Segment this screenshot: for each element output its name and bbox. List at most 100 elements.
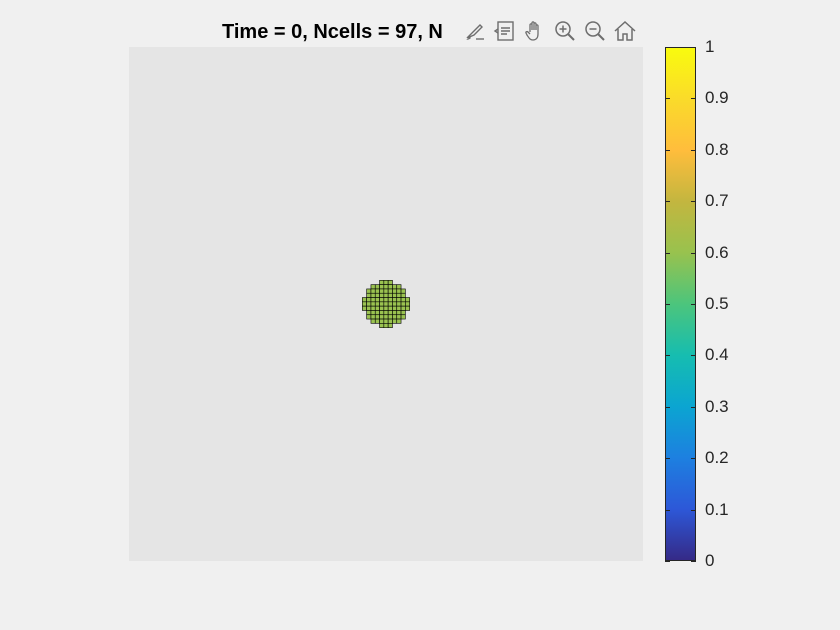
data-tips-icon — [493, 21, 514, 41]
cell — [387, 280, 393, 285]
zoom-in-icon — [555, 21, 575, 41]
cell — [396, 318, 402, 324]
cell — [396, 284, 402, 290]
cell — [370, 288, 376, 294]
cell — [383, 292, 389, 298]
cell — [383, 310, 389, 316]
colorbar-tick: 0.5 — [665, 294, 785, 314]
colorbar-tick-mark — [691, 509, 696, 511]
cell — [392, 301, 398, 307]
cell — [387, 301, 393, 307]
cell — [396, 292, 402, 298]
plot-axes[interactable] — [129, 47, 643, 561]
colorbar-tick-mark — [691, 561, 696, 562]
cell — [383, 284, 389, 290]
colorbar-tick: 0.8 — [665, 140, 785, 160]
cell — [400, 310, 406, 316]
cell — [383, 288, 389, 294]
colorbar-tick-label: 0.1 — [705, 499, 729, 519]
cell — [366, 292, 372, 298]
cell — [387, 305, 393, 311]
colorbar-tick-label: 0 — [705, 551, 715, 570]
colorbar-tick-mark — [691, 304, 696, 305]
colorbar-tick-mark — [691, 252, 696, 254]
cell — [400, 301, 406, 307]
colorbar-tick-label: 0.4 — [705, 345, 729, 365]
cell — [383, 305, 389, 311]
cell — [387, 318, 393, 324]
home-icon — [614, 20, 636, 41]
cell — [387, 310, 393, 316]
cell — [387, 292, 393, 298]
cell — [400, 314, 406, 320]
colorbar-tick-label: 0.6 — [705, 242, 729, 262]
cell — [374, 310, 380, 316]
cell — [379, 310, 385, 316]
colorbar-tick: 0 — [665, 551, 785, 571]
cell — [379, 301, 385, 307]
cell — [374, 301, 380, 307]
cell — [370, 305, 376, 311]
colorbar[interactable] — [665, 47, 696, 561]
pan-hand-icon — [525, 21, 539, 41]
data-tips-button[interactable] — [492, 18, 518, 44]
zoom-out-icon — [585, 21, 605, 41]
cell — [396, 305, 402, 311]
brush-icon — [466, 24, 484, 40]
cell — [387, 314, 393, 320]
colorbar-tick-label: 0.8 — [705, 139, 729, 159]
cell — [392, 310, 398, 316]
cell — [370, 314, 376, 320]
cell — [400, 305, 406, 311]
restore-view-button[interactable] — [612, 18, 638, 44]
colorbar-tick: 0.9 — [665, 88, 785, 108]
cell — [379, 292, 385, 298]
cell — [379, 305, 385, 311]
cell — [379, 288, 385, 294]
colorbar-tick-label: 0.2 — [705, 448, 729, 468]
cell — [366, 305, 372, 311]
colorbar-tick-mark — [691, 149, 696, 151]
colorbar-tick-label: 0.3 — [705, 396, 729, 416]
cell — [370, 292, 376, 298]
cell — [374, 314, 380, 320]
zoom-out-button[interactable] — [582, 18, 608, 44]
cell — [374, 292, 380, 298]
cell — [383, 314, 389, 320]
colorbar-tick-mark — [665, 252, 670, 254]
colorbar-tick: 0.7 — [665, 191, 785, 211]
cell — [396, 288, 402, 294]
cell — [405, 297, 410, 303]
zoom-in-button[interactable] — [552, 18, 578, 44]
cell — [405, 305, 410, 311]
colorbar-tick-mark — [665, 201, 670, 203]
colorbar-tick: 0.2 — [665, 448, 785, 468]
colorbar-tick: 0.3 — [665, 397, 785, 417]
cell — [400, 292, 406, 298]
pan-button[interactable] — [522, 18, 548, 44]
cell — [362, 297, 367, 303]
colorbar-tick-mark — [691, 201, 696, 203]
colorbar-tick-mark — [665, 355, 670, 357]
cell — [379, 323, 385, 328]
cell — [374, 284, 380, 290]
cell — [392, 314, 398, 320]
cell — [392, 318, 398, 324]
axes-toolbar — [462, 16, 638, 46]
colorbar-tick-mark — [691, 355, 696, 357]
cell — [392, 288, 398, 294]
cell — [405, 301, 410, 307]
cell — [396, 301, 402, 307]
brush-button[interactable] — [462, 18, 488, 44]
colorbar-tick-mark — [665, 47, 670, 48]
cell-grid — [362, 280, 410, 328]
colorbar-tick-label: 0.7 — [705, 191, 729, 211]
cell — [387, 323, 393, 328]
colorbar-tick-mark — [691, 98, 696, 100]
cell — [400, 297, 406, 303]
colorbar-tick-mark — [665, 304, 670, 305]
cell — [396, 310, 402, 316]
cell — [383, 280, 389, 285]
colorbar-tick: 1 — [665, 37, 785, 57]
cell — [370, 318, 376, 324]
